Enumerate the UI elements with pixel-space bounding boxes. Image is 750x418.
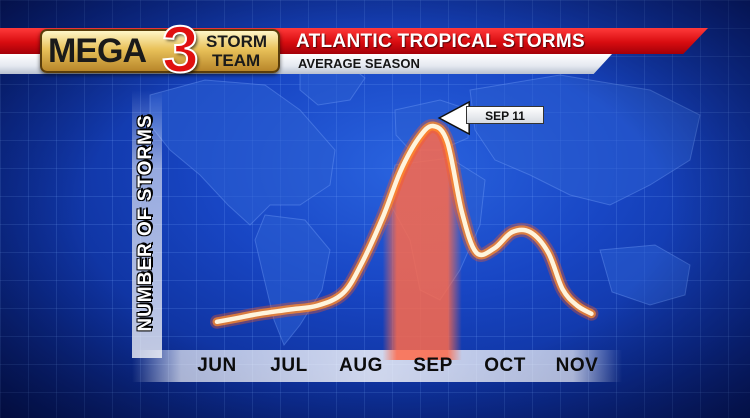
x-tick-label-oct: OCT — [484, 355, 526, 376]
x-tick-label-aug: AUG — [339, 355, 383, 376]
x-tick-label-sep: SEP — [413, 355, 453, 376]
chart-title: ATLANTIC TROPICAL STORMS — [296, 31, 586, 52]
data-point-14 — [493, 247, 496, 250]
data-point-0 — [216, 320, 219, 323]
data-point-9 — [417, 137, 420, 140]
x-tick-label-jun: JUN — [197, 355, 237, 376]
data-point-11 — [446, 141, 449, 144]
peak-annotation-label: SEP 11 — [466, 106, 544, 124]
data-point-3 — [288, 308, 291, 311]
logo-number: 3 — [161, 12, 200, 86]
data-point-8 — [399, 169, 402, 172]
data-point-12 — [460, 210, 463, 213]
x-tick-label-jul: JUL — [270, 355, 308, 376]
logo-mega-text: MEGA — [48, 32, 147, 70]
data-point-17 — [547, 251, 550, 254]
y-axis-bar — [132, 90, 162, 358]
data-point-7 — [381, 216, 384, 219]
x-tick-label-nov: NOV — [555, 355, 599, 376]
data-point-18 — [561, 288, 564, 291]
logo-team-text: TEAM — [212, 51, 261, 70]
data-point-1 — [237, 316, 240, 319]
data-point-19 — [576, 304, 579, 307]
station-logo: MEGA 3 STORM TEAM — [40, 15, 280, 83]
data-point-4 — [316, 304, 319, 307]
x-axis-bar — [132, 350, 622, 382]
data-point-5 — [342, 292, 345, 295]
data-point-2 — [259, 312, 262, 315]
logo-plate — [40, 29, 280, 73]
chart-subtitle: AVERAGE SEASON — [298, 56, 420, 71]
storm-frequency-line — [214, 123, 594, 325]
data-point-16 — [529, 231, 532, 234]
data-point-13 — [475, 251, 478, 254]
data-point-6 — [360, 263, 363, 266]
data-point-20 — [590, 312, 593, 315]
data-point-10 — [432, 125, 435, 128]
data-point-15 — [511, 231, 514, 234]
logo-storm-text: STORM — [206, 32, 268, 51]
